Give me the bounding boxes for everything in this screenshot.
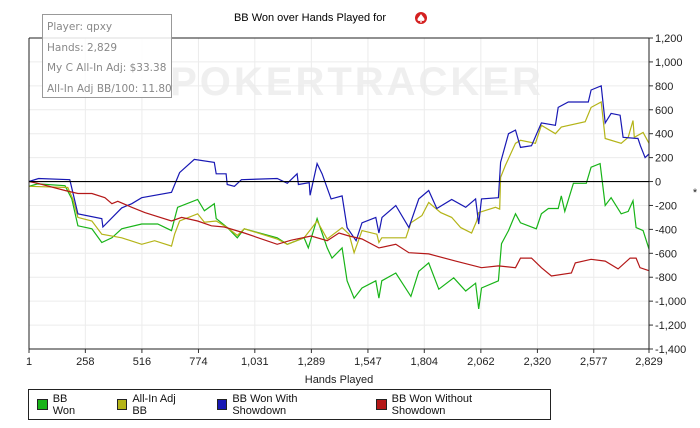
legend-item-all-in-adj[interactable]: All-In Adj BB (116, 392, 192, 417)
legend-item-with-showdown[interactable]: BB Won With Showdown (216, 392, 351, 417)
legend-label: BB Won (52, 392, 76, 417)
y-tick-label: 600 (655, 105, 673, 117)
axes: 1 258 516 774 1,031 1,289 1,547 1,804 2,062 2,320… (26, 33, 686, 368)
tooltip-bb100: All-In Adj BB/100: 11.80 (47, 82, 172, 95)
y-tick-label: 400 (655, 129, 673, 141)
grid (28, 37, 650, 350)
y-tick-label: -1,000 (655, 296, 686, 308)
y-tick-label: -400 (655, 224, 677, 236)
y-tick-label: -600 (655, 248, 677, 260)
x-axis-label: Hands Played (305, 374, 374, 386)
tooltip-hands: Hands: 2,829 (47, 41, 118, 54)
legend-label: BB Won With Showdown (232, 392, 298, 417)
tooltip-player: Player: qpxy (47, 21, 113, 33)
y-tick-label: 1,200 (655, 33, 683, 45)
legend-item-without-showdown[interactable]: BB Won Without Showdown (375, 392, 525, 417)
series-line-bb-won (28, 162, 650, 309)
y-tick-label: -1,400 (655, 344, 686, 356)
x-tick-label: 774 (189, 356, 207, 368)
legend-item-bb-won[interactable]: BB Won (37, 393, 92, 417)
y-tick-label: 200 (655, 153, 673, 165)
legend-swatch (37, 399, 48, 410)
x-tick-label: 1,289 (298, 356, 326, 368)
tooltip-c-all-in-adj: My C All-In Adj: $33.38 (47, 62, 167, 74)
x-tick-label: 2,577 (580, 356, 608, 368)
y-tick-label: 1,000 (655, 57, 683, 69)
legend-swatch (216, 399, 228, 410)
legend-label: BB Won Without Showdown (391, 392, 473, 417)
x-tick-label: 1,547 (354, 356, 382, 368)
right-marker: * (693, 187, 698, 199)
x-tick-label: 1 (26, 356, 32, 368)
x-tick-label: 2,062 (467, 356, 495, 368)
series-line-bb-won-without-showdown (28, 180, 650, 277)
legend-label: All-In Adj BB (132, 392, 176, 417)
y-tick-label: 800 (655, 81, 673, 93)
x-tick-label: 2,829 (635, 356, 663, 368)
x-tick-label: 516 (133, 356, 151, 368)
legend-swatch (116, 399, 128, 410)
x-tick-label: 258 (76, 356, 94, 368)
series-line-all-in-adj-bb (28, 101, 650, 255)
y-tick-label: -200 (655, 200, 677, 212)
y-tick-label: -800 (655, 272, 677, 284)
legend-swatch (375, 399, 387, 410)
series-lines (28, 84, 650, 309)
x-tick-label: 1,804 (411, 356, 439, 368)
player-info-tooltip: Player: qpxy Hands: 2,829 My C All-In Ad… (42, 14, 172, 98)
chart-title: BB Won over Hands Played for (234, 12, 386, 24)
y-tick-label: 0 (655, 177, 661, 189)
series-line-bb-won-with-showdown (28, 84, 650, 243)
watermark-logo: POKERTRACKER (170, 60, 544, 104)
x-tick-label: 1,031 (241, 356, 269, 368)
y-tick-label: -1,200 (655, 320, 686, 332)
legend: BB Won All-In Adj BB BB Won With Showdow… (28, 389, 551, 420)
pokerstars-spade-icon (415, 12, 427, 24)
x-tick-label: 2,320 (524, 356, 552, 368)
